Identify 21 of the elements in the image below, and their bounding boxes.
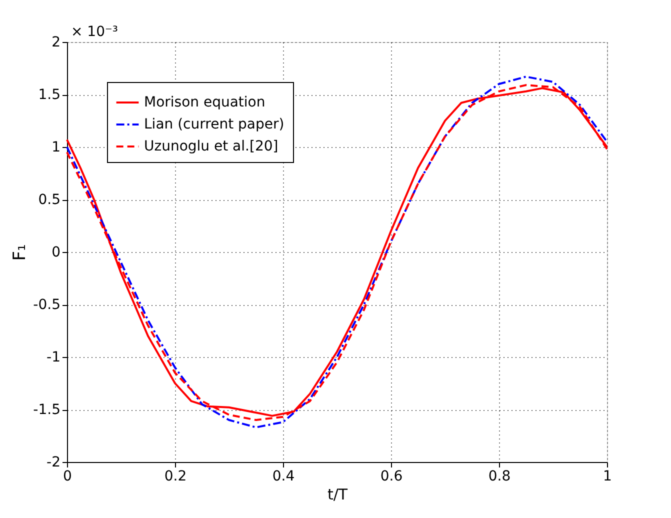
x-tick-label: 0 <box>63 468 72 484</box>
legend-label: Lian (current paper) <box>144 116 284 132</box>
y-axis-title: F₁ <box>10 244 30 261</box>
legend-label: Morison equation <box>144 94 266 110</box>
y-tick-label: -0.5 <box>33 297 60 313</box>
y-tick-label: 0.5 <box>38 192 60 208</box>
x-tick-label: 1 <box>603 468 612 484</box>
y-tick-label: -2 <box>46 454 60 470</box>
x-axis-title: t/T <box>327 486 348 504</box>
legend-label: Uzunoglu et al.[20] <box>144 138 278 154</box>
y-tick-label: -1 <box>46 350 60 366</box>
x-tick-label: 0.4 <box>272 468 295 484</box>
text: × 10⁻³ <box>71 24 118 40</box>
y-tick-label: 1.5 <box>38 87 60 103</box>
y-tick-label: 0 <box>52 244 60 260</box>
x-tick-label: 0.2 <box>164 468 187 484</box>
y-tick-label: 2 <box>52 34 60 50</box>
y-tick-label: 1 <box>52 140 60 156</box>
y-tick-label: -1.5 <box>33 402 60 418</box>
x-tick-label: 0.6 <box>380 468 403 484</box>
x-tick-label: 0.8 <box>488 468 511 484</box>
